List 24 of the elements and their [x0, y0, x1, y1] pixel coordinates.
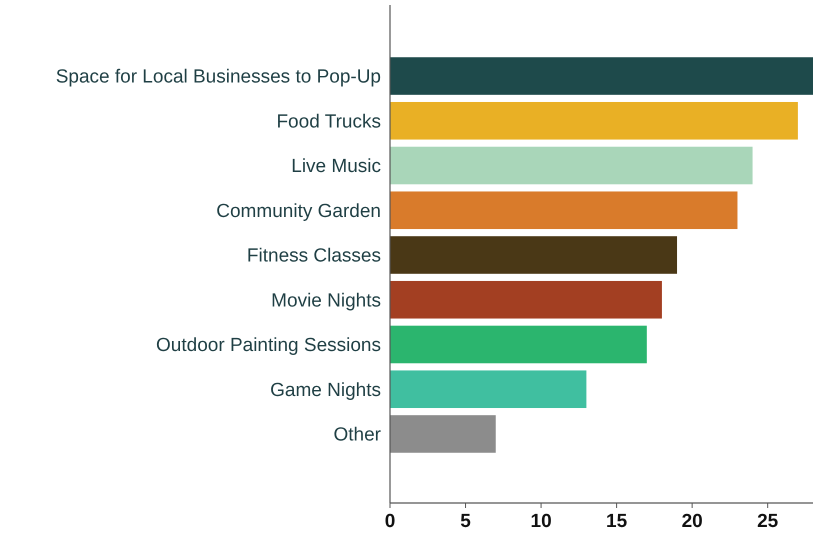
bar: [390, 415, 496, 453]
bar: [390, 280, 662, 319]
y-tick-label: Fitness Classes: [246, 246, 381, 267]
bar: [390, 191, 738, 230]
y-tick-label: Community Garden: [216, 200, 381, 222]
x-tick-label: 0: [384, 511, 396, 532]
y-tick-label: Movie Nights: [271, 290, 381, 312]
x-tick-label: 10: [530, 511, 552, 532]
x-tick-label: 15: [606, 511, 628, 532]
y-tick-label: Other: [333, 424, 382, 446]
bar: [390, 326, 647, 364]
x-tick-label: 25: [757, 511, 779, 532]
y-tick-label: Outdoor Painting Sessions: [156, 335, 381, 356]
x-tick-label: 5: [460, 511, 472, 532]
x-tick-label: 20: [682, 511, 703, 532]
bar: [390, 102, 798, 140]
y-tick-label: Game Nights: [270, 380, 381, 401]
bar: [390, 57, 813, 95]
y-tick-label: Space for Local Businesses to Pop-Up: [56, 66, 381, 88]
y-tick-label: Food Trucks: [276, 111, 381, 132]
bar: [390, 370, 586, 408]
bar: [390, 236, 678, 274]
bar: [390, 146, 753, 184]
y-tick-label: Live Music: [291, 156, 381, 178]
